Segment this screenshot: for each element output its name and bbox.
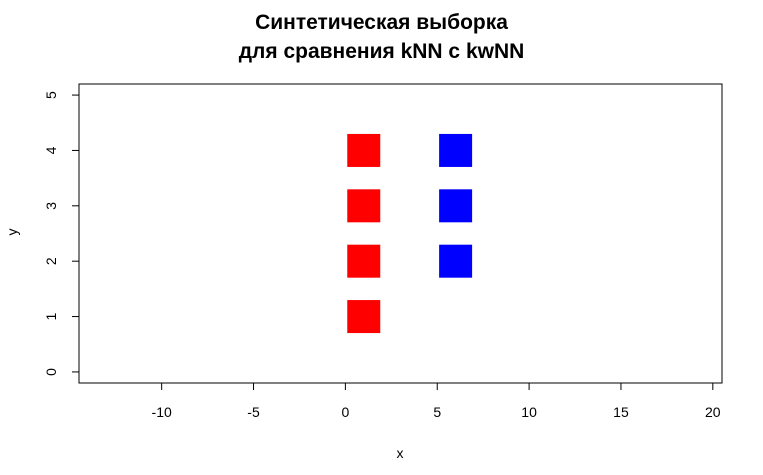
y-axis-label: y (4, 229, 20, 236)
plot-area-frame (78, 83, 723, 384)
chart-title-line-1: Синтетическая выборка (255, 11, 508, 34)
data-point-series-2 (439, 244, 473, 278)
x-tick-label: 10 (521, 404, 537, 420)
y-tick-label: 1 (43, 312, 59, 320)
data-point-series-1 (347, 189, 381, 223)
x-tick-label: 20 (705, 404, 721, 420)
y-tick-label: 3 (43, 202, 59, 210)
data-point-series-2 (439, 189, 473, 223)
y-tick-label: 0 (43, 368, 59, 376)
x-tick-label: -10 (152, 404, 172, 420)
data-point-series-1 (347, 133, 381, 167)
data-point-series-1 (347, 244, 381, 278)
x-tick-label: 5 (433, 404, 441, 420)
x-tick-label: 0 (341, 404, 349, 420)
y-tick-label: 5 (43, 91, 59, 99)
chart-title-line-2: для сравнения kNN с kwNN (238, 40, 525, 63)
data-points (347, 133, 473, 334)
y-tick-label: 2 (43, 257, 59, 265)
data-point-series-2 (439, 133, 473, 167)
x-tick-label: -5 (247, 404, 260, 420)
y-tick-label: 4 (43, 146, 59, 154)
x-tick-label: 15 (613, 404, 629, 420)
data-point-series-1 (347, 300, 381, 334)
x-axis-label: x (397, 445, 404, 461)
y-axis: 0 1 2 3 4 5 (43, 91, 80, 376)
x-axis: -10 -5 0 5 10 15 20 (152, 382, 721, 420)
